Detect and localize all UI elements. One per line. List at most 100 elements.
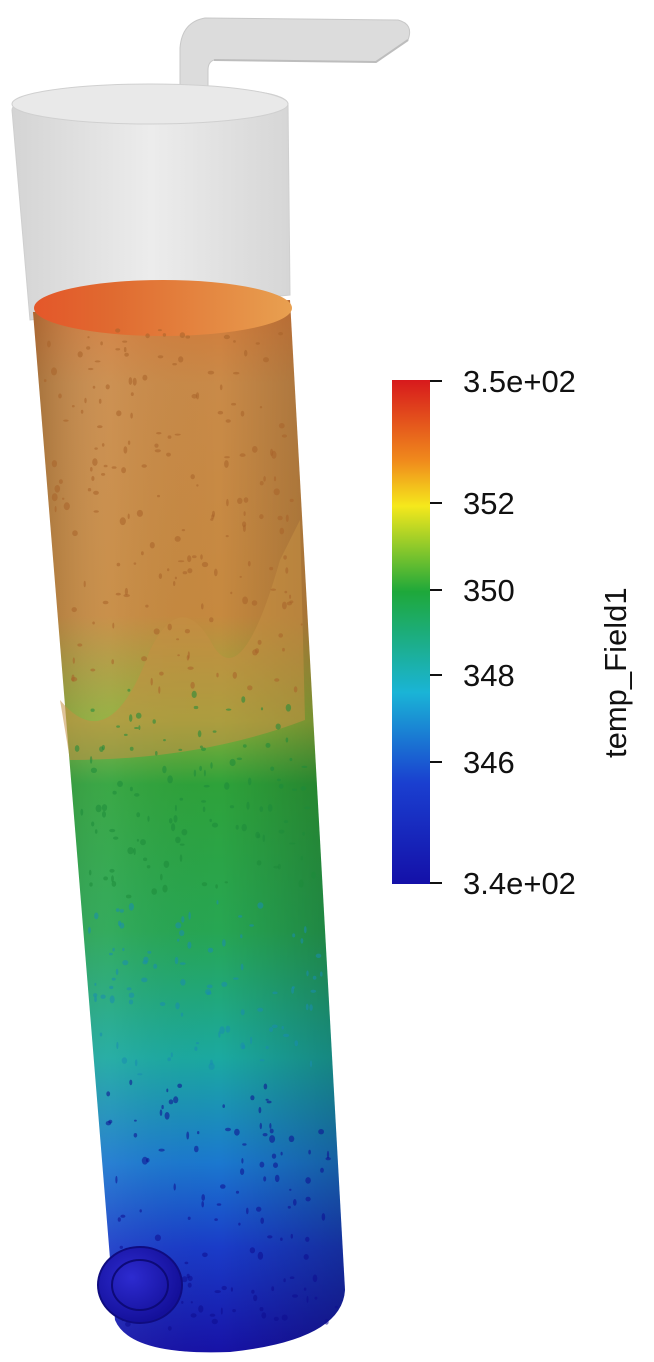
particle-speck (242, 596, 249, 605)
particle-speck (231, 402, 237, 406)
particle-speck (197, 1131, 200, 1135)
particle-speck (221, 981, 228, 987)
particle-speck (217, 410, 224, 415)
particle-speck (300, 938, 304, 944)
particle-speck (160, 873, 163, 881)
particle-speck (173, 815, 178, 823)
particle-speck (278, 633, 284, 638)
particle-speck (90, 767, 97, 773)
particle-speck (306, 1295, 309, 1303)
particle-speck (167, 1326, 172, 1331)
particle-speck (300, 786, 307, 791)
particle-speck (249, 1247, 256, 1254)
particle-speck (301, 765, 308, 769)
particle-speck (315, 953, 322, 958)
particle-speck (216, 900, 219, 905)
particle-speck (292, 788, 297, 791)
particle-speck (120, 1214, 126, 1218)
particle-speck (247, 560, 251, 567)
particle-speck (294, 1040, 299, 1047)
particle-speck (224, 782, 230, 790)
particle-speck (251, 1289, 255, 1294)
particle-speck (156, 432, 162, 435)
particle-speck (209, 617, 214, 623)
particle-speck (147, 815, 150, 822)
particle-speck (265, 742, 271, 748)
particle-speck (263, 1176, 267, 1182)
particle-speck (281, 1314, 288, 1321)
particle-speck (187, 651, 190, 659)
particle-speck (278, 783, 284, 789)
particle-speck (89, 756, 93, 764)
particle-speck (100, 994, 106, 999)
particle-speck (115, 348, 121, 351)
particle-speck (115, 1175, 118, 1184)
particle-speck (312, 1274, 318, 1283)
particle-speck (51, 367, 57, 376)
particle-speck (257, 834, 261, 839)
particle-speck (304, 806, 311, 810)
particle-speck (87, 488, 92, 492)
particle-speck (158, 686, 161, 694)
particle-speck (112, 790, 117, 795)
particle-speck (280, 1151, 283, 1156)
particle-speck (240, 1009, 245, 1016)
particle-speck (180, 979, 186, 986)
particle-speck (219, 384, 223, 391)
particle-speck (129, 714, 133, 722)
particle-speck (112, 947, 115, 952)
particle-speck (127, 513, 130, 520)
particle-speck (115, 908, 120, 912)
particle-speck (116, 725, 120, 728)
particle-speck (269, 1123, 272, 1129)
particle-speck (90, 467, 93, 472)
particle-speck (157, 355, 164, 359)
tick-label: 346 (463, 745, 515, 780)
particle-speck (262, 1133, 268, 1137)
particle-speck (149, 542, 155, 549)
particle-speck (141, 464, 147, 468)
particle-speck (203, 769, 206, 777)
particle-speck (309, 1060, 313, 1068)
particle-speck (180, 1012, 184, 1017)
particle-speck (201, 1201, 204, 1208)
particle-speck (162, 765, 167, 774)
particle-speck (226, 498, 229, 507)
particle-speck (216, 672, 219, 678)
particle-speck (181, 829, 188, 836)
particle-speck (150, 677, 153, 686)
particle-speck (123, 446, 128, 454)
particle-speck (285, 514, 289, 522)
particle-speck (152, 719, 156, 724)
particle-speck (141, 1156, 148, 1165)
particle-speck (111, 881, 117, 887)
particle-speck (246, 801, 250, 810)
particle-speck (145, 333, 150, 339)
particle-speck (163, 860, 170, 868)
particle-speck (290, 1233, 293, 1239)
particle-speck (119, 517, 126, 526)
particle-speck (243, 511, 246, 516)
particle-speck (109, 868, 115, 873)
particle-speck (283, 1033, 290, 1038)
particle-speck (247, 685, 253, 691)
particle-speck (126, 987, 132, 991)
particle-speck (289, 498, 294, 503)
particle-speck (187, 568, 193, 574)
particle-speck (123, 347, 127, 353)
particle-speck (129, 746, 134, 751)
particle-speck (259, 406, 263, 409)
particle-speck (163, 739, 166, 742)
particle-speck (190, 474, 195, 480)
particle-speck (202, 1252, 208, 1258)
particle-speck (242, 1143, 247, 1146)
particle-speck (171, 823, 176, 832)
tick-label: 350 (463, 573, 515, 608)
particle-speck (71, 607, 77, 613)
particle-speck (177, 938, 180, 942)
particle-speck (271, 1153, 277, 1159)
particle-speck (194, 1046, 198, 1051)
particle-speck (259, 1161, 265, 1168)
particle-speck (92, 621, 95, 625)
